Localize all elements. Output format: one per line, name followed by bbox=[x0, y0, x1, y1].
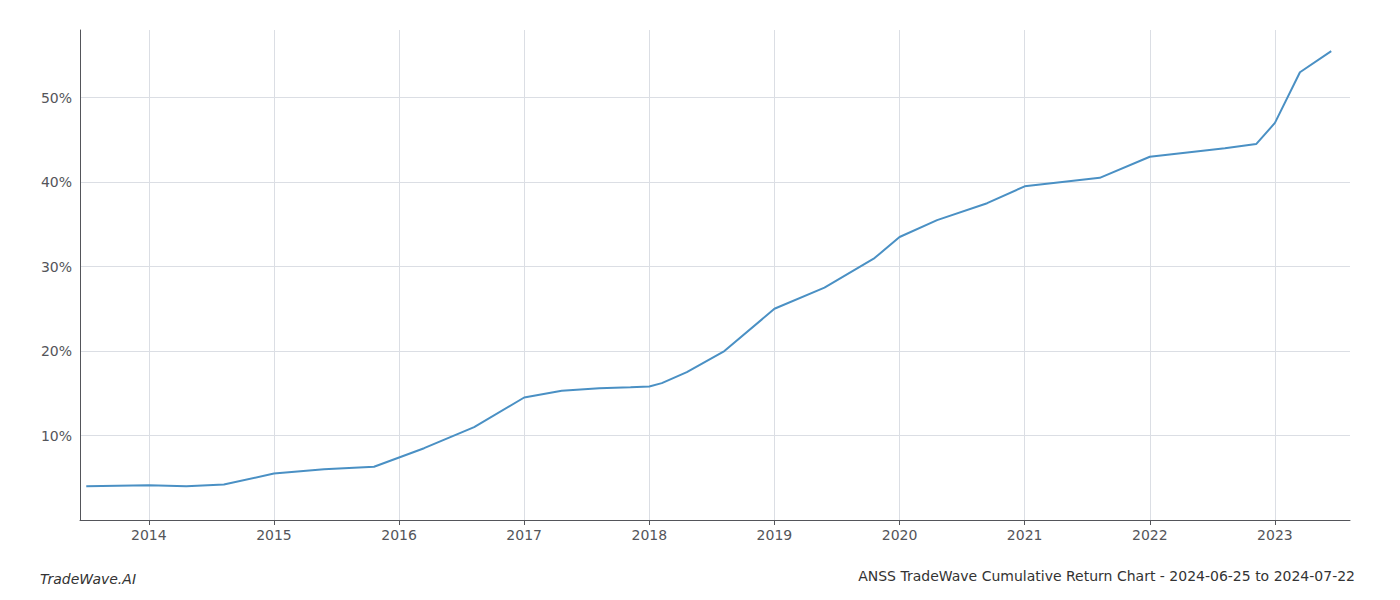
svg-text:2015: 2015 bbox=[256, 527, 292, 543]
svg-text:40%: 40% bbox=[41, 174, 72, 190]
svg-text:2014: 2014 bbox=[131, 527, 167, 543]
svg-text:2017: 2017 bbox=[506, 527, 542, 543]
svg-text:ANSS TradeWave Cumulative Retu: ANSS TradeWave Cumulative Return Chart -… bbox=[858, 568, 1355, 584]
svg-text:50%: 50% bbox=[41, 90, 72, 106]
svg-text:2016: 2016 bbox=[381, 527, 417, 543]
svg-text:2023: 2023 bbox=[1257, 527, 1293, 543]
svg-text:2020: 2020 bbox=[882, 527, 918, 543]
svg-text:30%: 30% bbox=[41, 259, 72, 275]
svg-text:2022: 2022 bbox=[1132, 527, 1168, 543]
svg-text:TradeWave.AI: TradeWave.AI bbox=[40, 571, 136, 587]
svg-text:2019: 2019 bbox=[757, 527, 793, 543]
svg-text:2021: 2021 bbox=[1007, 527, 1043, 543]
svg-text:2018: 2018 bbox=[631, 527, 667, 543]
svg-text:10%: 10% bbox=[41, 428, 72, 444]
svg-text:20%: 20% bbox=[41, 343, 72, 359]
